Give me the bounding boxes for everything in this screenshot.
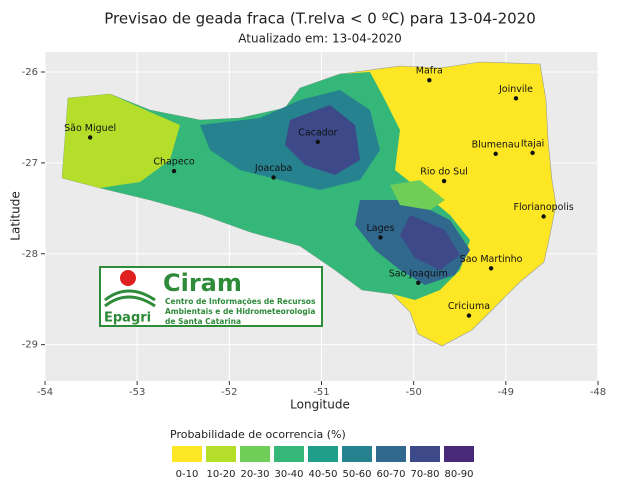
legend-label: 50-60 — [342, 469, 371, 480]
city-point — [466, 313, 472, 318]
city-label: Florianopolis — [514, 202, 574, 213]
logo-line: Centro de Informações de Recursos — [165, 297, 316, 306]
state-map — [61, 61, 557, 347]
x-tick-label: -51 — [313, 387, 329, 398]
city-label: Mafra — [416, 66, 443, 77]
city-point — [493, 151, 498, 156]
y-tick-label: -27 — [22, 158, 38, 169]
legend-label: 40-50 — [308, 469, 337, 480]
city-label: Itajai — [521, 138, 544, 149]
chart-subtitle: Atualizado em: 13-04-2020 — [238, 32, 401, 46]
city-point — [541, 214, 546, 219]
logo-line: de Santa Catarina — [165, 317, 241, 326]
x-axis-label: Longitude — [290, 398, 350, 412]
logo-name: Ciram — [163, 269, 242, 297]
legend-label: 0-10 — [176, 469, 199, 480]
legend-label: 70-80 — [410, 469, 439, 480]
y-tick-label: -29 — [22, 340, 38, 351]
y-axis-label: Latitude — [9, 191, 23, 240]
x-tick-label: -48 — [590, 387, 606, 398]
legend-swatch — [444, 446, 474, 462]
city-label: Rio do Sul — [420, 167, 468, 178]
legend-swatch — [172, 446, 202, 462]
logo-brand: Epagri — [104, 311, 151, 326]
legend-title: Probabilidade de ocorrencia (%) — [170, 428, 346, 441]
city-point — [427, 77, 432, 83]
city-label: Criciuma — [448, 301, 490, 312]
legend-label: 30-40 — [274, 469, 303, 480]
city-label: Cacador — [298, 127, 337, 138]
logo-sun — [120, 270, 136, 286]
city-label: Joacaba — [254, 163, 292, 174]
city-point — [441, 178, 447, 184]
x-tick-label: -50 — [405, 387, 421, 398]
x-tick-label: -53 — [129, 387, 145, 398]
legend-swatch — [240, 446, 270, 462]
legend-swatch — [308, 446, 338, 462]
logo-mark — [104, 289, 156, 308]
x-tick-label: -49 — [498, 387, 514, 398]
chart-title: Previsao de geada fraca (T.relva < 0 ºC)… — [104, 10, 536, 28]
city-label: Sao Martinho — [460, 254, 523, 265]
legend-swatch — [274, 446, 304, 462]
x-tick-label: -54 — [37, 387, 53, 398]
logo-line: Ambientais e de Hidrometeorologia — [165, 307, 315, 316]
legend: 0-10 10-20 20-30 30-40 40-50 50-60 60-70 70-80 8… — [172, 446, 474, 480]
legend-label: 10-20 — [206, 469, 235, 480]
city-point — [513, 96, 519, 101]
city-point — [315, 139, 321, 145]
legend-swatch — [206, 446, 236, 462]
city-point — [530, 150, 535, 156]
cities: Mafra Joinvile São Miguel Chapeco Cacador Joa… — [64, 66, 574, 318]
city-point — [271, 175, 276, 180]
legend-label: 20-30 — [240, 469, 269, 480]
map-region — [62, 94, 180, 188]
city-label: Chapeco — [153, 157, 195, 168]
city-label: São Miguel — [64, 123, 116, 134]
city-point — [378, 235, 383, 240]
legend-label: 60-70 — [376, 469, 405, 480]
city-point — [416, 280, 421, 286]
city-label: Joinvile — [498, 84, 533, 95]
legend-label: 80-90 — [444, 469, 473, 480]
legend-swatch — [410, 446, 440, 462]
map-region — [390, 180, 445, 210]
map-region — [400, 215, 460, 270]
city-point — [488, 266, 494, 271]
city-point — [87, 135, 93, 140]
legend-swatch — [376, 446, 406, 462]
axes: -54 -53 -52 -51 -50 -49 -48 -29 -28 -27 -26 — [22, 67, 607, 398]
map-region — [285, 105, 360, 175]
y-tick-label: -28 — [22, 249, 38, 260]
city-label: Blumenau — [472, 139, 520, 150]
y-tick-label: -26 — [22, 67, 38, 78]
logo: Ciram Centro de Informações de Recursos … — [99, 266, 323, 327]
city-point — [171, 168, 177, 174]
city-label: Lages — [367, 223, 395, 234]
legend-swatch — [342, 446, 372, 462]
city-label: Sao Joaquim — [389, 268, 448, 279]
x-tick-label: -52 — [221, 387, 237, 398]
